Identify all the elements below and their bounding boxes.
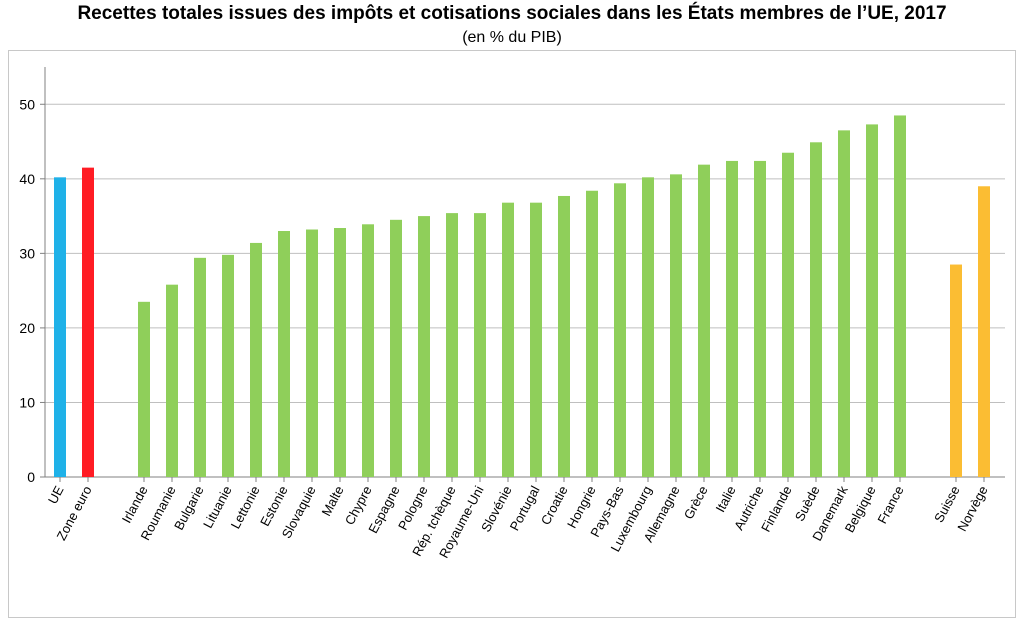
y-tick-label: 50 xyxy=(19,96,35,112)
bar-allemagne xyxy=(670,174,682,477)
bar-france xyxy=(894,115,906,478)
bar-suisse xyxy=(950,264,962,477)
bar-malte xyxy=(334,228,346,477)
bar-slovaquie xyxy=(306,229,318,477)
bar-norv-ge xyxy=(978,186,990,478)
bar-espagne xyxy=(390,219,402,477)
bar-bulgarie xyxy=(194,257,206,477)
bar-irlande xyxy=(138,301,150,477)
bar-finlande xyxy=(782,152,794,477)
bar-autriche xyxy=(754,160,766,477)
chart-subtitle: (en % du PIB) xyxy=(462,29,562,46)
bar-chypre xyxy=(362,224,374,477)
y-tick-label: 40 xyxy=(19,171,35,187)
bar-danemark xyxy=(838,130,850,477)
chart-title: Recettes totales issues des impôts et co… xyxy=(77,3,947,24)
bar-luxembourg xyxy=(642,177,654,477)
y-tick-label: 30 xyxy=(19,245,35,261)
y-tick-label: 20 xyxy=(19,320,35,336)
bar-roumanie xyxy=(166,284,178,477)
bar-estonie xyxy=(278,231,290,477)
bar-lettonie xyxy=(250,242,262,477)
x-tick-label: Malte xyxy=(318,483,346,518)
x-tick-label: Suède xyxy=(792,483,823,523)
bar-royaume-uni xyxy=(474,213,486,478)
chart-frame xyxy=(8,50,1016,618)
bar-pologne xyxy=(418,216,430,477)
x-tick-label: France xyxy=(874,483,906,526)
x-tick-label: Italie xyxy=(713,483,739,514)
y-tick-label: 0 xyxy=(27,469,35,485)
bar-hongrie xyxy=(586,190,598,477)
bar-ue xyxy=(54,177,66,477)
bars xyxy=(54,115,990,478)
bar-croatie xyxy=(558,195,570,478)
x-tick-label: Grèce xyxy=(681,483,711,521)
x-tick-label: UE xyxy=(45,483,67,506)
bar-su-de xyxy=(810,142,822,478)
bar-slov-nie xyxy=(502,202,514,477)
bar-italie xyxy=(726,160,738,477)
bar-portugal xyxy=(530,202,542,477)
gridlines xyxy=(45,103,1005,403)
bar-r-p-tch-que xyxy=(446,213,458,478)
bar-belgique xyxy=(866,124,878,478)
bar-lituanie xyxy=(222,254,234,477)
bar-zone-euro xyxy=(82,167,94,478)
bar-gr-ce xyxy=(698,164,710,477)
bar-pays-bas xyxy=(614,183,626,478)
y-tick-label: 10 xyxy=(19,394,35,410)
